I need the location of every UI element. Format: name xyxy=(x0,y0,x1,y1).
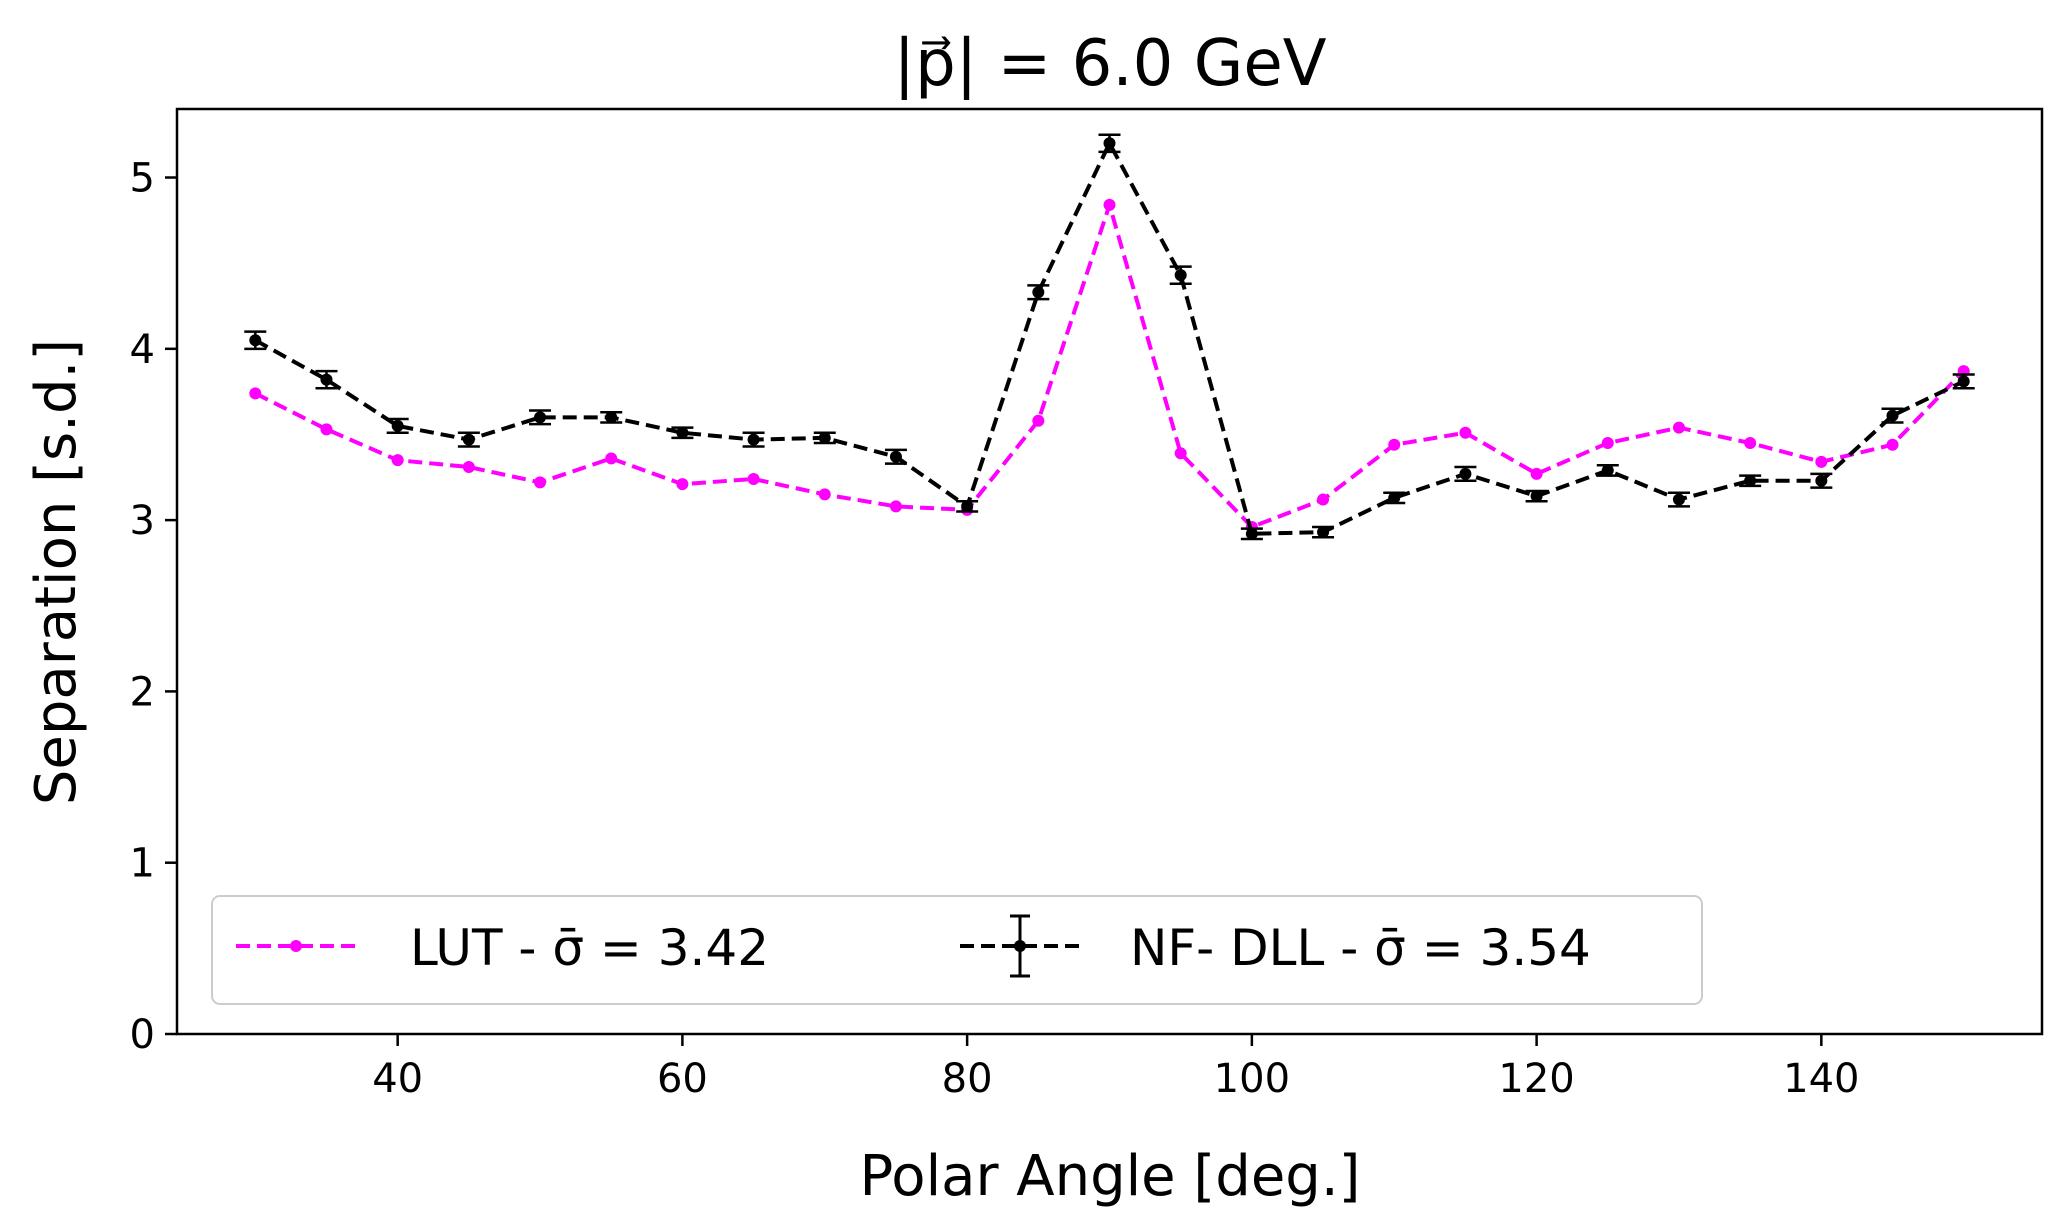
data-point xyxy=(1744,437,1757,450)
data-point xyxy=(534,476,547,489)
legend-marker-lut xyxy=(290,940,302,952)
data-point xyxy=(391,419,404,432)
data-point xyxy=(818,488,831,501)
legend-marker-nf-dll xyxy=(1014,940,1026,952)
legend-frame xyxy=(211,895,1703,1005)
data-point xyxy=(1103,198,1116,211)
data-point xyxy=(320,373,333,386)
data-point xyxy=(1317,526,1330,539)
data-point xyxy=(605,452,618,465)
data-point xyxy=(1388,438,1401,451)
x-tick-label: 100 xyxy=(1214,1056,1290,1102)
data-point xyxy=(1957,375,1970,388)
plot-area-frame xyxy=(175,107,2044,1036)
data-point xyxy=(676,426,689,439)
data-point xyxy=(1886,438,1899,451)
data-point xyxy=(1103,137,1116,150)
y-axis-label: Separation [s.d.] xyxy=(24,339,89,805)
data-point xyxy=(961,500,974,513)
y-axis: 0 1 2 3 4 5 xyxy=(130,156,177,1058)
data-point xyxy=(249,387,262,400)
data-point xyxy=(889,500,902,513)
data-point xyxy=(249,334,262,347)
y-tick-label: 1 xyxy=(130,841,155,887)
data-point xyxy=(462,433,475,446)
data-point xyxy=(1245,527,1258,540)
data-point xyxy=(1815,474,1828,487)
x-tick-label: 80 xyxy=(942,1056,993,1102)
y-tick-label: 2 xyxy=(130,669,155,715)
data-point xyxy=(1032,414,1045,427)
data-point xyxy=(1174,447,1187,460)
series-1 xyxy=(244,133,1975,541)
data-point xyxy=(1174,269,1187,282)
y-tick-label: 3 xyxy=(130,498,155,544)
y-tick-label: 0 xyxy=(130,1012,155,1058)
data-point xyxy=(818,431,831,444)
data-point xyxy=(1601,464,1614,477)
series-layer xyxy=(244,133,1975,541)
data-point xyxy=(1388,491,1401,504)
chart-title: |p⃗| = 6.0 GeV xyxy=(894,27,1327,101)
legend-label-lut: LUT - σ̄ = 3.42 xyxy=(410,919,769,977)
y-tick-label: 5 xyxy=(130,156,155,202)
data-point xyxy=(1459,467,1472,480)
data-point xyxy=(320,423,333,436)
data-point xyxy=(1459,426,1472,439)
data-point xyxy=(1032,286,1045,299)
data-point xyxy=(1530,490,1543,503)
data-point xyxy=(1317,493,1330,506)
data-point xyxy=(605,411,618,424)
data-point xyxy=(1744,474,1757,487)
y-tick-label: 4 xyxy=(130,327,155,373)
x-tick-label: 60 xyxy=(657,1056,708,1102)
data-point xyxy=(676,478,689,491)
data-point xyxy=(1886,409,1899,422)
x-axis-label: Polar Angle [deg.] xyxy=(860,1144,1361,1209)
data-point xyxy=(1815,455,1828,468)
legend: LUT - σ̄ = 3.42 NF- DLL - σ̄ = 3.54 xyxy=(211,895,1703,1005)
x-tick-label: 120 xyxy=(1498,1056,1574,1102)
data-point xyxy=(462,461,475,474)
x-tick-label: 140 xyxy=(1783,1056,1859,1102)
data-point xyxy=(1672,421,1685,434)
legend-label-nf-dll: NF- DLL - σ̄ = 3.54 xyxy=(1130,919,1591,977)
data-point xyxy=(1672,493,1685,506)
series-0 xyxy=(249,198,1970,533)
x-axis: 40 60 80 100 120 140 xyxy=(372,1034,1860,1102)
data-point xyxy=(889,450,902,463)
data-point xyxy=(747,473,760,485)
x-tick-label: 40 xyxy=(372,1056,423,1102)
data-point xyxy=(1530,467,1543,480)
data-point xyxy=(747,433,760,446)
data-point xyxy=(391,454,404,467)
data-point xyxy=(1601,437,1614,450)
data-point xyxy=(534,411,547,424)
